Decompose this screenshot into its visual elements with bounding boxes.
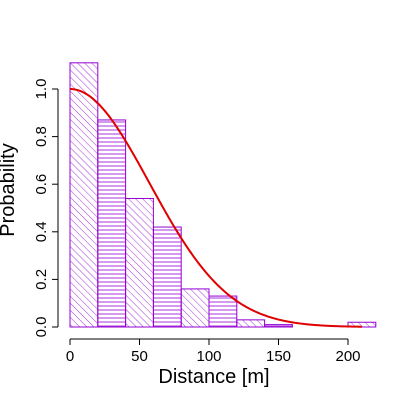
y-tick-label: 0.8 (33, 126, 50, 147)
histogram-bar (97, 119, 127, 328)
detection-function-curve (69, 88, 362, 328)
x-axis-title: Distance [m] (158, 366, 269, 388)
y-tick-label: 0.2 (33, 269, 50, 290)
axes: 0 50 100 150 200 0.0 0.2 0.4 0.6 0.8 1.0 (33, 79, 361, 365)
x-tick-label: 200 (335, 348, 360, 365)
histogram-bar (264, 324, 293, 328)
histogram-bar (236, 319, 266, 328)
y-tick-label: 0.0 (33, 317, 50, 338)
x-tick-label: 150 (266, 348, 291, 365)
histogram-bars (69, 62, 377, 328)
y-tick-label: 0.6 (33, 174, 50, 195)
histogram-bar (347, 321, 377, 328)
y-tick-label: 1.0 (33, 79, 50, 100)
fitted-curve-layer (69, 88, 362, 328)
y-axis-title: Probability (0, 143, 19, 236)
x-tick-label: 0 (66, 348, 74, 365)
histogram-bar (152, 226, 182, 328)
histogram-bar (180, 288, 210, 328)
y-tick-label: 0.4 (33, 221, 50, 242)
x-tick-label: 100 (196, 348, 221, 365)
x-tick-label: 50 (131, 348, 148, 365)
histogram-bar (69, 62, 99, 328)
histogram-bar (208, 295, 238, 328)
histogram-bar (125, 197, 154, 328)
